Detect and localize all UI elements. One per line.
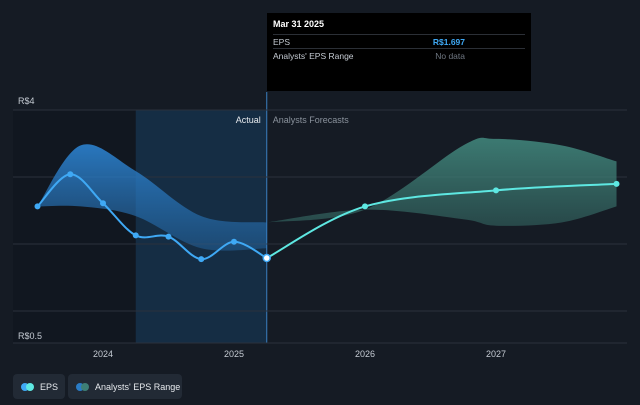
forecast-section-label: Analysts Forecasts: [273, 115, 350, 125]
tooltip-row-range: Analysts' EPS Range No data: [273, 48, 525, 62]
eps-actual-point: [198, 256, 205, 263]
eps-forecast-line: [266, 182, 617, 259]
y-axis-bottom-label: R$0.5: [18, 331, 42, 341]
range-band-past: [37, 144, 267, 251]
tooltip-range-value: No data: [435, 50, 465, 61]
eps-actual-point: [262, 253, 271, 263]
eps-actual-point: [67, 171, 74, 178]
legend-range-label: Analysts' EPS Range: [95, 381, 181, 392]
x-tick-label: 2027: [486, 349, 506, 359]
legend-range-button[interactable]: Analysts' EPS Range: [68, 374, 182, 399]
eps-forecast-point: [493, 187, 499, 194]
actual-section-label: Actual: [236, 115, 261, 125]
eps-actual-point: [132, 232, 139, 239]
x-tick-label: 2024: [93, 349, 113, 359]
legend-eps-label: EPS: [40, 381, 59, 392]
x-tick-label: 2026: [355, 349, 375, 359]
eps-actual-point: [100, 200, 106, 207]
tooltip-row-eps: EPS R$1.697: [273, 34, 525, 48]
tooltip: Mar 31 2025 EPS R$1.697 Analysts' EPS Ra…: [267, 13, 531, 91]
eps-actual-point: [231, 238, 237, 245]
eps-actual-point: [34, 203, 41, 210]
eps-actual-point: [165, 233, 172, 240]
eps-forecast-point: [362, 203, 368, 210]
tooltip-range-label: Analysts' EPS Range: [273, 50, 354, 61]
eps-legend-icon: [21, 382, 35, 391]
range-legend-icon: [76, 382, 90, 391]
x-tick-label: 2025: [224, 349, 244, 359]
eps-forecast-point: [613, 180, 620, 187]
tooltip-eps-value: R$1.697: [432, 36, 465, 47]
y-axis-top-label: R$4: [18, 96, 35, 106]
legend-eps-button[interactable]: EPS: [13, 374, 65, 399]
tooltip-eps-label: EPS: [273, 36, 291, 47]
tooltip-date: Mar 31 2025: [273, 19, 325, 29]
range-band-forecast: [266, 137, 617, 226]
